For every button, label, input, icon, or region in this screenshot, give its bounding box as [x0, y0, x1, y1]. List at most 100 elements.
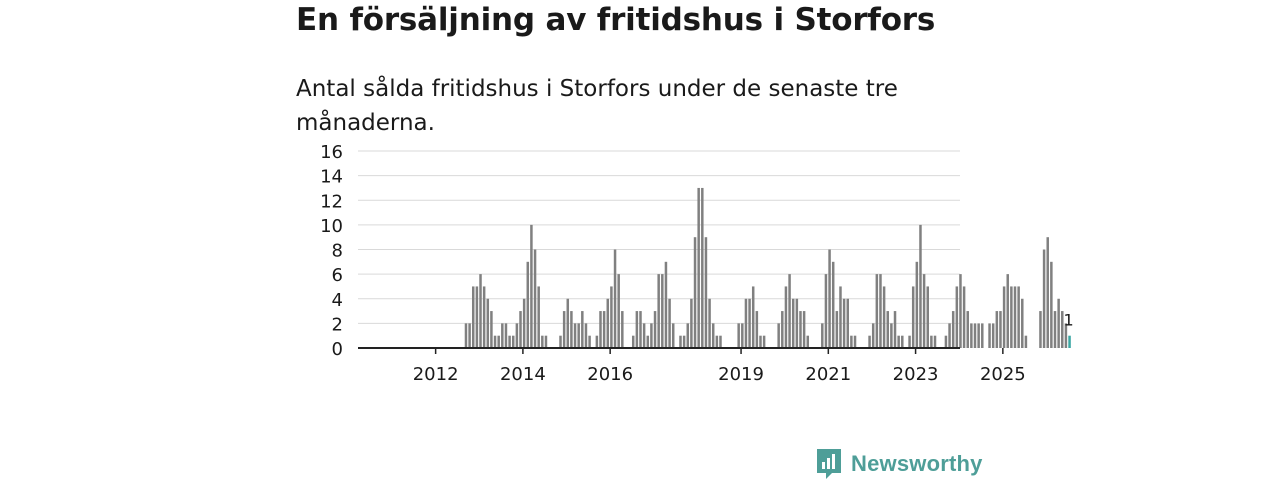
bar	[973, 323, 977, 348]
x-tick-label: 2019	[718, 364, 764, 385]
bar	[788, 274, 791, 348]
bar	[977, 323, 980, 348]
bar	[951, 311, 955, 348]
bar	[850, 335, 853, 348]
y-tick-label: 14	[320, 167, 343, 188]
bar	[755, 311, 759, 348]
bar	[704, 237, 708, 348]
bar	[781, 311, 784, 348]
bar	[915, 261, 919, 348]
bar	[875, 274, 879, 348]
bar	[482, 286, 486, 348]
bar	[613, 249, 617, 348]
bar	[1039, 311, 1042, 348]
bar	[784, 286, 788, 348]
bar	[533, 249, 537, 348]
bar	[708, 298, 711, 348]
bar	[631, 335, 635, 348]
bar	[679, 335, 682, 348]
bar	[1057, 298, 1060, 348]
bar	[802, 311, 806, 348]
bar	[988, 323, 991, 348]
bar	[621, 311, 624, 348]
bar	[697, 187, 700, 348]
bar	[791, 298, 795, 348]
x-tick-label: 2012	[413, 364, 459, 385]
bar	[842, 298, 846, 348]
bar	[1006, 274, 1009, 348]
bar	[1050, 261, 1053, 348]
bar	[715, 335, 719, 348]
bar	[1042, 249, 1046, 348]
bar	[682, 335, 686, 348]
bar	[846, 298, 849, 348]
bar	[479, 274, 482, 348]
bar	[501, 323, 504, 348]
bar	[962, 286, 966, 348]
bar	[824, 274, 828, 348]
bar	[853, 335, 857, 348]
bar	[828, 249, 831, 348]
bar	[890, 323, 893, 348]
bar	[646, 335, 650, 348]
x-tick-label: 2014	[500, 364, 546, 385]
bar	[955, 286, 959, 348]
bar	[544, 335, 548, 348]
bar	[1046, 237, 1049, 348]
x-tick-label: 2016	[587, 364, 633, 385]
bar	[897, 335, 900, 348]
bar	[471, 286, 475, 348]
bar	[759, 335, 762, 348]
bar	[1061, 311, 1064, 348]
bar	[595, 335, 599, 348]
y-tick-label: 6	[332, 265, 343, 286]
bar	[693, 237, 697, 348]
bar	[981, 323, 984, 348]
bar	[559, 335, 562, 348]
bar	[930, 335, 933, 348]
y-tick-label: 4	[332, 290, 343, 311]
highlight-bar	[1068, 335, 1071, 348]
bar	[617, 274, 620, 348]
bar	[999, 311, 1002, 348]
bar	[701, 187, 704, 348]
bar	[602, 311, 606, 348]
bar	[944, 335, 948, 348]
bar	[991, 323, 995, 348]
bar	[748, 298, 751, 348]
bar	[508, 335, 511, 348]
x-tick-label: 2025	[980, 364, 1026, 385]
bar	[711, 323, 715, 348]
bar	[475, 286, 479, 348]
bar	[537, 286, 540, 348]
highlight-value-label: 1	[1063, 311, 1073, 330]
bar	[486, 298, 490, 348]
bar	[639, 311, 642, 348]
bar	[657, 274, 660, 348]
bar	[777, 323, 780, 348]
bar	[522, 298, 526, 348]
bar	[719, 335, 722, 348]
bar	[871, 323, 875, 348]
bar	[493, 335, 497, 348]
bar	[497, 335, 500, 348]
bar	[966, 311, 969, 348]
chart-subtitle: Antal sålda fritidshus i Storfors under …	[296, 76, 898, 136]
bar	[653, 311, 657, 348]
bar	[668, 298, 671, 348]
bar	[908, 335, 911, 348]
bar	[530, 224, 533, 348]
bar	[1024, 335, 1028, 348]
bar	[541, 335, 544, 348]
bar	[570, 311, 573, 348]
bar	[1017, 286, 1020, 348]
bar	[650, 323, 653, 348]
bar	[562, 311, 566, 348]
bar	[795, 298, 799, 348]
bar	[588, 335, 591, 348]
bar	[868, 335, 871, 348]
brand-logo: Newsworthy	[815, 447, 983, 481]
y-tick-label: 8	[332, 241, 343, 262]
bar	[744, 298, 748, 348]
bar	[566, 298, 570, 348]
